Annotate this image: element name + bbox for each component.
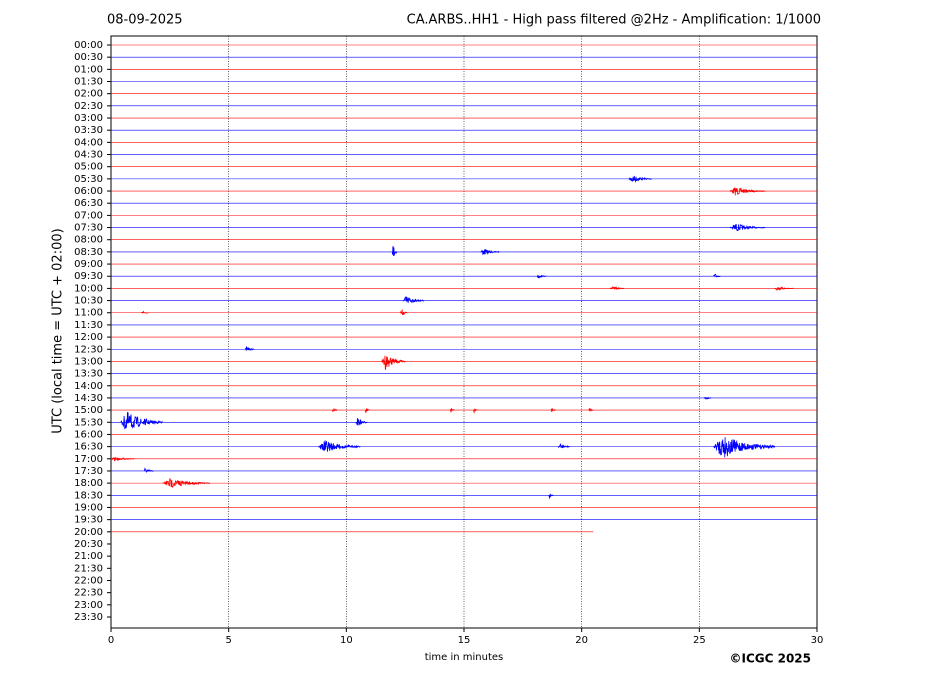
y-tick-label: 03:30 [74,125,103,136]
seismic-event [628,175,653,183]
y-tick-label: 22:00 [74,575,103,586]
seismic-event [550,407,556,412]
seismic-event [588,407,594,412]
y-tick-label: 19:00 [74,502,103,513]
y-tick-label: 20:00 [74,527,103,538]
y-tick-label: 01:30 [74,77,103,88]
seismic-event [355,418,368,426]
x-tick-label: 25 [693,635,706,646]
seismic-event [331,408,338,413]
y-tick-label: 15:00 [74,405,103,416]
seismic-event [480,249,500,255]
seismic-event [729,187,766,196]
y-tick-label: 04:30 [74,150,103,161]
y-tick-label: 11:30 [74,320,103,331]
y-tick-label: 12:00 [74,332,103,343]
chart-title: CA.ARBS..HH1 - High pass filtered @2Hz -… [407,13,821,28]
y-tick-label: 17:00 [74,454,103,465]
x-axis-label: time in minutes [425,652,504,663]
x-tick-label: 0 [108,635,114,646]
seismic-event [774,286,794,292]
y-tick-label: 08:00 [74,235,103,246]
y-tick-label: 02:00 [74,89,103,100]
y-tick-label: 21:30 [74,563,103,574]
seismic-event [729,223,766,232]
y-tick-label: 06:30 [74,198,103,209]
seismic-event [548,493,554,500]
y-tick-label: 05:30 [74,174,103,185]
y-tick-label: 08:30 [74,247,103,258]
y-tick-label: 00:30 [74,52,103,63]
seismic-event [449,408,455,413]
x-tick-label: 30 [811,635,824,646]
seismic-event [120,412,163,430]
y-tick-label: 00:00 [74,40,103,51]
y-tick-label: 16:30 [74,442,103,453]
seismic-event [473,408,479,414]
y-tick-label: 13:00 [74,356,103,367]
y-tick-label: 07:30 [74,223,103,234]
chart-date: 08-09-2025 [107,13,183,28]
copyright: ©ICGC 2025 [729,652,811,666]
y-tick-label: 19:30 [74,515,103,526]
x-tick-label: 15 [458,635,471,646]
y-tick-label: 18:30 [74,490,103,501]
seismic-event [400,309,408,315]
y-tick-label: 16:00 [74,429,103,440]
y-tick-label: 12:30 [74,344,103,355]
seismic-event [609,286,625,291]
y-tick-label: 09:30 [74,271,103,282]
y-tick-label: 17:30 [74,466,103,477]
y-tick-label: 07:00 [74,210,103,221]
y-tick-label: 21:00 [74,551,103,562]
y-tick-label: 03:00 [74,113,103,124]
seismic-event [143,467,154,473]
seismic-event [713,437,776,458]
y-tick-label: 10:00 [74,283,103,294]
y-tick-label: 11:00 [74,308,103,319]
seismic-event [557,443,570,449]
x-tick-label: 10 [340,635,353,646]
y-tick-label: 23:00 [74,600,103,611]
seismic-event [713,273,721,278]
seismic-event [391,246,398,256]
y-tick-label: 04:00 [74,137,103,148]
seismic-event [162,478,211,488]
seismic-event [110,457,135,462]
seismic-event [402,296,425,304]
y-tick-label: 05:00 [74,162,103,173]
seismic-event [364,408,370,414]
y-tick-label: 02:30 [74,101,103,112]
x-tick-label: 5 [225,635,231,646]
seismic-event [536,274,547,279]
x-tick-label: 20 [575,635,588,646]
y-tick-label: 10:30 [74,296,103,307]
seismic-event [381,355,406,370]
y-tick-label: 22:30 [74,588,103,599]
y-tick-label: 01:00 [74,64,103,75]
y-tick-label: 14:30 [74,393,103,404]
seismic-event [244,345,255,351]
y-tick-label: 18:00 [74,478,103,489]
seismic-event [317,440,361,452]
y-tick-label: 06:00 [74,186,103,197]
y-tick-label: 15:30 [74,417,103,428]
y-tick-label: 14:00 [74,381,103,392]
y-tick-label: 20:30 [74,539,103,550]
y-axis-label: UTC (local time = UTC + 02:00) [51,228,66,433]
seismic-event [703,396,712,400]
seismic-event [141,310,149,314]
y-tick-label: 23:30 [74,612,103,623]
y-tick-label: 09:00 [74,259,103,270]
y-tick-label: 13:30 [74,369,103,380]
